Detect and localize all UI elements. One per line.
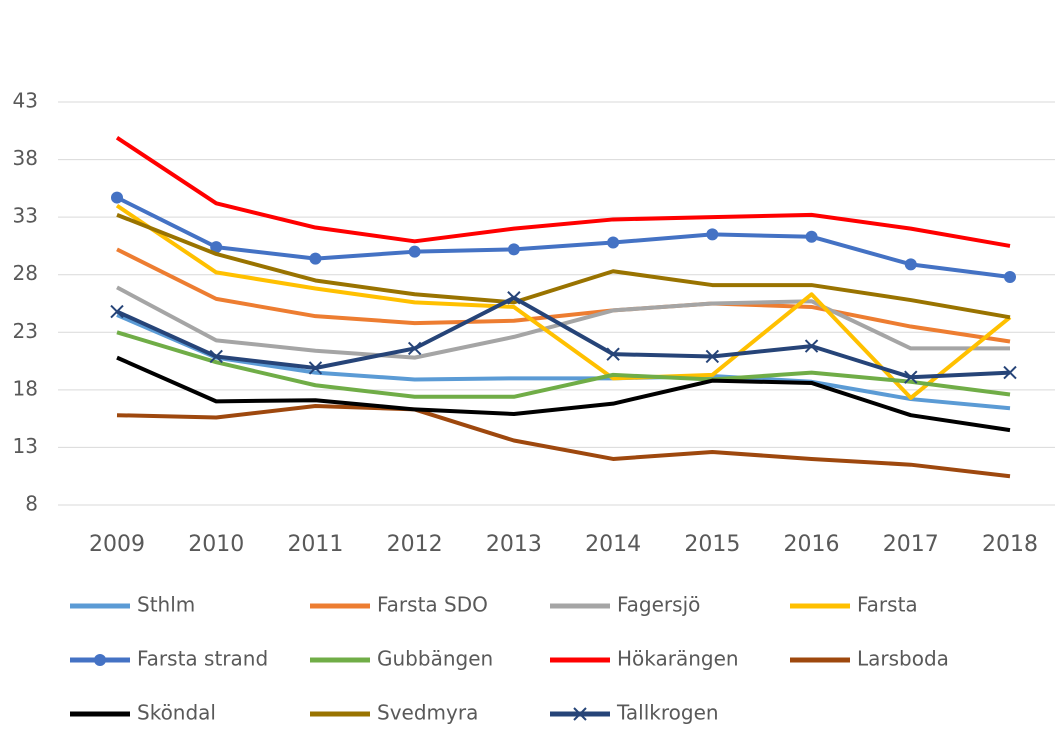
legend-label: Fagersjö [617, 593, 700, 617]
y-tick-label: 33 [13, 204, 38, 228]
point [705, 349, 720, 364]
point [1003, 365, 1017, 380]
series-line [116, 195, 1011, 280]
series-line [115, 203, 1012, 400]
series-line [115, 136, 1011, 248]
point [209, 349, 223, 364]
legend-label: Gubbängen [377, 647, 493, 671]
series-line [116, 295, 1011, 380]
point [111, 191, 123, 204]
x-tick-label: 2015 [684, 532, 740, 557]
point [805, 230, 818, 243]
y-tick-label: 43 [13, 89, 38, 113]
x-tick-label: 2010 [188, 532, 244, 557]
series-line [116, 355, 1011, 433]
series-line [116, 330, 1011, 399]
point [607, 236, 620, 249]
legend-marker [94, 654, 106, 666]
series-line [116, 403, 1011, 479]
x-tick-label: 2013 [486, 532, 542, 557]
legend-label: Sthlm [137, 593, 195, 617]
legend-label: Larsboda [857, 647, 949, 671]
legend-label: Svedmyra [377, 701, 478, 725]
y-tick-label: 38 [13, 146, 38, 170]
point [308, 361, 323, 375]
point [507, 291, 521, 305]
point [408, 245, 421, 258]
point [706, 228, 719, 241]
x-tick-label: 2014 [585, 532, 641, 557]
series-line [116, 285, 1010, 360]
point [1004, 271, 1016, 284]
series-line [116, 313, 1011, 411]
series-line [116, 247, 1011, 344]
point [309, 252, 322, 265]
y-tick-label: 23 [13, 319, 38, 343]
legend-label: Farsta [857, 593, 918, 617]
x-tick-label: 2009 [89, 532, 145, 557]
point [904, 258, 917, 271]
y-tick-label: 13 [13, 434, 38, 458]
x-tick-label: 2011 [287, 532, 343, 557]
x-tick-label: 2012 [387, 532, 443, 557]
x-tick-label: 2018 [982, 532, 1038, 557]
x-tick-label: 2016 [784, 532, 840, 557]
legend-label: Sköndal [137, 701, 216, 725]
point [110, 304, 124, 319]
point [407, 341, 422, 356]
point [804, 339, 819, 353]
point [210, 241, 223, 254]
legend-marker [573, 707, 587, 721]
y-tick-label: 28 [13, 261, 38, 285]
y-tick-label: 8 [25, 492, 38, 516]
x-tick-label: 2017 [883, 532, 939, 557]
point [507, 243, 520, 256]
legend-label: Tallkrogen [616, 701, 719, 725]
point [904, 370, 918, 384]
series-line [116, 212, 1011, 320]
legend-label: Farsta SDO [377, 593, 488, 617]
point [606, 347, 620, 361]
y-tick-label: 18 [13, 376, 38, 400]
legend-label: Hökarängen [617, 647, 739, 671]
legend-label: Farsta strand [137, 647, 268, 671]
